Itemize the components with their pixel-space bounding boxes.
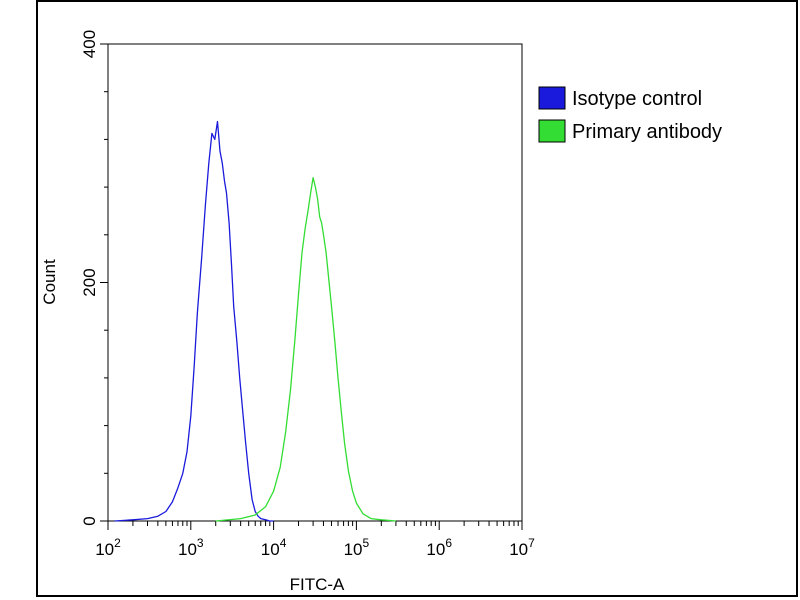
series-line-2 (215, 176, 396, 522)
y-tick-label: 400 (80, 30, 99, 58)
x-tick-label: 105 (344, 536, 370, 559)
series-line-1 (114, 120, 274, 522)
x-tick-label: 102 (95, 536, 121, 559)
legend-swatch (538, 119, 566, 143)
legend-label: Isotype control (572, 88, 702, 110)
y-axis-label: Count (40, 259, 59, 305)
y-tick-label: 200 (80, 268, 99, 296)
legend-swatch (538, 86, 566, 110)
legend-label: Primary antibody (572, 121, 722, 143)
x-tick-label: 107 (509, 536, 535, 559)
y-tick-label: 0 (80, 516, 99, 525)
x-axis-label: FITC-A (290, 575, 345, 594)
chart-frame: 102 103 104 105 106 107 0 200 400 FITC-A Count … (36, 0, 798, 597)
series-layer (114, 120, 396, 522)
plot-area (107, 43, 523, 522)
x-tick-label: 106 (426, 536, 452, 559)
x-tick-label: 104 (261, 536, 287, 559)
plot-border (107, 43, 523, 522)
y-axis-ticks: 0 200 400 (80, 30, 108, 526)
x-axis-ticks: 102 103 104 105 106 107 (95, 521, 535, 559)
x-tick-label: 103 (178, 536, 204, 559)
legend: Isotype control Primary antibody (538, 86, 722, 143)
